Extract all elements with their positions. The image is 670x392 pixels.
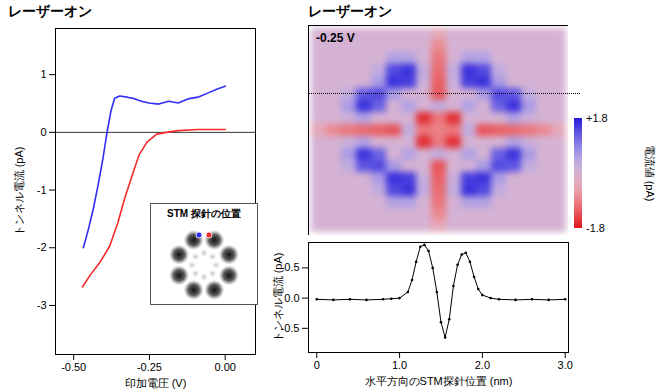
svg-text:0.00: 0.00 <box>214 361 235 373</box>
svg-text:1.0: 1.0 <box>392 359 407 371</box>
svg-text:0.5: 0.5 <box>284 261 299 273</box>
svg-text:電流値 (pA): 電流値 (pA) <box>644 145 656 202</box>
svg-text:トンネル電流 (pA): トンネル電流 (pA) <box>13 147 25 237</box>
svg-text:-1.8: -1.8 <box>586 222 605 234</box>
svg-text:トンネル電流 (pA): トンネル電流 (pA) <box>272 253 284 343</box>
svg-text:+1.8: +1.8 <box>586 112 608 124</box>
svg-text:水平方向のSTM探針位置 (nm): 水平方向のSTM探針位置 (nm) <box>365 375 513 387</box>
svg-text:-0.25: -0.25 <box>137 361 162 373</box>
svg-text:-0.5: -0.5 <box>280 321 300 334</box>
svg-text:0.0: 0.0 <box>284 292 299 304</box>
svg-text:-0.50: -0.50 <box>61 361 86 373</box>
svg-text:2.0: 2.0 <box>475 359 490 371</box>
svg-text:印加電圧 (V): 印加電圧 (V) <box>125 377 187 389</box>
svg-text:0: 0 <box>40 126 46 138</box>
svg-text:-3: -3 <box>37 299 47 311</box>
html-text:レーザーオン: レーザーオン <box>308 3 392 19</box>
svg-text:-1: -1 <box>37 184 47 196</box>
svg-text:0: 0 <box>314 359 320 371</box>
html-text:-0.25 V: -0.25 V <box>316 31 355 45</box>
svg-text:STM 探針の位置: STM 探針の位置 <box>167 208 241 219</box>
svg-text:1: 1 <box>40 68 46 80</box>
html-text:レーザーオン: レーザーオン <box>8 3 92 19</box>
svg-text:3.0: 3.0 <box>558 359 573 371</box>
svg-text:-2: -2 <box>37 241 47 253</box>
